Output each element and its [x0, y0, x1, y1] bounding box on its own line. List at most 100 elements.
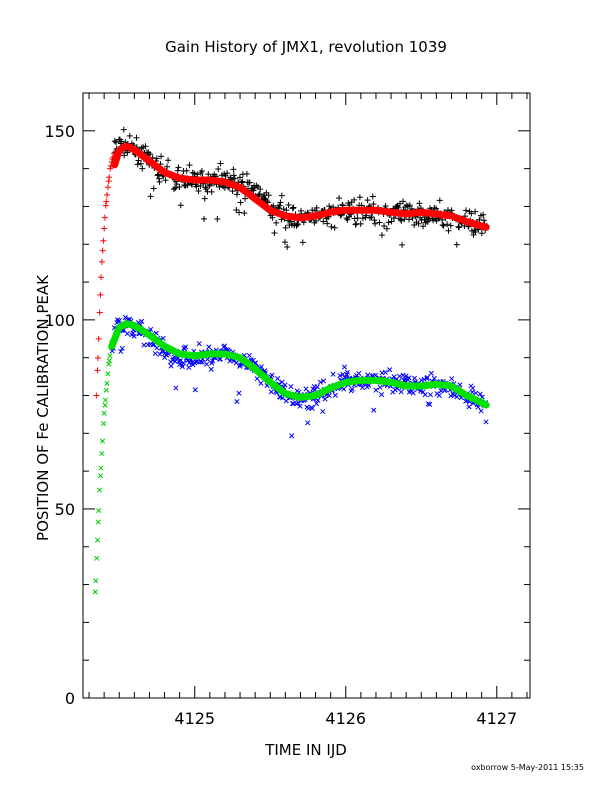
data-point — [372, 220, 379, 227]
data-point — [191, 170, 198, 177]
data-point — [121, 152, 128, 159]
fit-line-upper-peak-smoothed — [111, 142, 490, 231]
data-point — [403, 373, 409, 379]
data-point — [406, 375, 412, 381]
data-point — [254, 376, 260, 382]
y-tick-label: 100 — [44, 311, 75, 330]
data-point — [391, 374, 397, 380]
data-point — [118, 138, 125, 145]
data-point — [239, 178, 246, 185]
data-point — [173, 181, 180, 188]
data-point — [309, 207, 316, 214]
data-point — [96, 309, 103, 316]
data-point — [290, 204, 297, 211]
data-point — [448, 207, 455, 214]
data-point — [236, 209, 243, 216]
data-point — [377, 384, 383, 390]
data-point — [416, 200, 423, 207]
data-point — [173, 385, 179, 391]
data-point — [284, 244, 291, 251]
data-point — [229, 188, 236, 195]
data-point — [472, 228, 479, 235]
data-point — [275, 375, 281, 382]
data-point — [383, 225, 390, 232]
data-point — [326, 393, 332, 399]
data-point — [99, 438, 106, 444]
data-point — [154, 172, 161, 179]
data-point — [427, 401, 433, 408]
data-point — [447, 222, 454, 229]
data-point — [277, 199, 284, 206]
data-point — [388, 218, 395, 225]
data-point — [106, 174, 113, 181]
data-point — [97, 473, 104, 479]
data-point — [351, 196, 358, 203]
data-point — [269, 214, 276, 221]
data-point — [103, 387, 109, 393]
data-point — [281, 239, 288, 246]
data-point — [113, 139, 120, 146]
data-point — [131, 333, 137, 339]
data-point — [378, 391, 385, 398]
data-point — [328, 223, 335, 230]
data-point — [352, 221, 359, 228]
data-point — [337, 373, 343, 379]
data-point — [462, 207, 469, 214]
data-point — [305, 405, 311, 412]
data-point — [162, 177, 169, 184]
data-point — [186, 364, 192, 370]
data-point — [444, 221, 451, 228]
data-point — [234, 399, 240, 405]
data-point — [182, 344, 189, 350]
y-tick-label: 50 — [55, 500, 75, 519]
data-point — [153, 330, 159, 336]
data-point — [208, 188, 215, 195]
data-point — [354, 215, 361, 222]
series-lower-peak-raw — [92, 314, 489, 595]
data-point — [422, 392, 428, 398]
data-point — [154, 345, 160, 351]
data-point — [98, 258, 105, 265]
data-point — [470, 385, 476, 391]
data-point — [175, 164, 182, 171]
data-point — [288, 384, 294, 390]
data-point — [107, 353, 113, 359]
data-point — [208, 366, 214, 372]
data-point — [283, 207, 290, 214]
data-point — [138, 145, 145, 152]
data-point — [303, 386, 309, 392]
data-point — [276, 202, 283, 209]
data-point — [320, 218, 327, 225]
data-point — [406, 216, 413, 223]
data-point — [258, 380, 264, 386]
data-point — [94, 555, 100, 561]
data-point — [373, 387, 379, 393]
data-point — [425, 216, 432, 223]
data-point — [150, 185, 157, 192]
data-point — [340, 371, 346, 377]
data-point — [332, 392, 338, 398]
data-point — [369, 193, 376, 200]
data-point — [120, 126, 127, 133]
data-point — [94, 537, 101, 543]
data-point — [341, 386, 347, 392]
data-point — [165, 157, 172, 164]
data-point — [174, 167, 181, 174]
data-point — [183, 167, 190, 174]
data-point — [95, 519, 101, 525]
data-point — [92, 589, 98, 595]
data-point — [139, 318, 145, 324]
data-point — [100, 237, 107, 244]
data-point — [370, 201, 377, 208]
footer-stamp: oxborrow 5-May-2011 15:35 — [471, 763, 584, 772]
data-point — [103, 198, 110, 205]
data-point — [192, 387, 198, 393]
data-point — [356, 370, 362, 376]
data-point — [111, 138, 118, 145]
data-point — [126, 132, 133, 139]
data-point — [180, 360, 187, 366]
data-point — [285, 201, 292, 208]
data-point — [349, 386, 355, 392]
data-point — [449, 376, 455, 382]
data-point — [95, 335, 102, 342]
